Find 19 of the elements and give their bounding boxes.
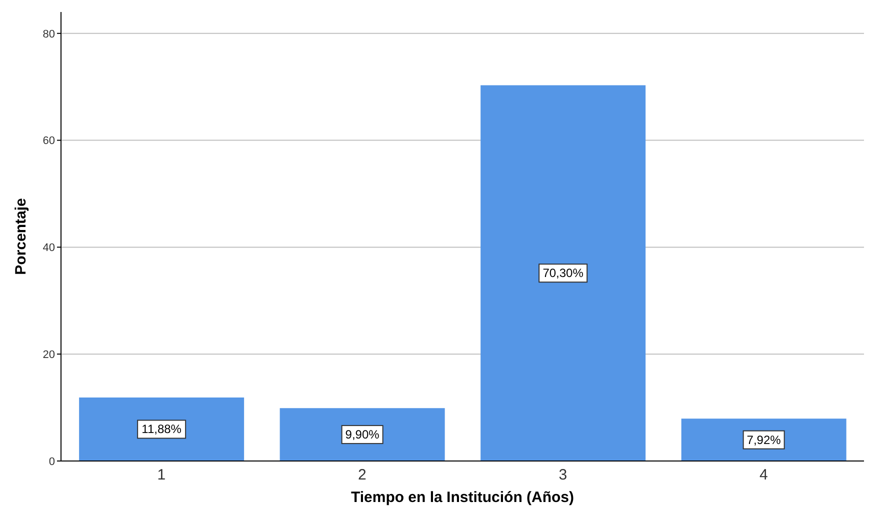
data-label: 11,88% — [142, 422, 182, 436]
data-label: 7,92% — [746, 432, 782, 447]
y-axis-title: Porcentaje — [12, 198, 30, 275]
x-tick-label: 3 — [558, 466, 568, 484]
y-tick-label: 40 — [42, 242, 55, 254]
y-tick-label: 80 — [42, 28, 55, 40]
y-tick-label: 0 — [48, 456, 55, 468]
y-tick-label: 60 — [42, 135, 55, 148]
y-tick-label: 20 — [42, 349, 55, 361]
bar — [280, 408, 445, 461]
bar — [480, 85, 646, 461]
bar — [79, 398, 244, 461]
bar — [681, 418, 846, 461]
x-tick-label: 2 — [358, 466, 366, 484]
data-label: 9,90% — [345, 428, 380, 442]
data-label: 70,30% — [542, 266, 584, 280]
x-tick-label: 1 — [157, 466, 166, 484]
x-axis-title: Tiempo en la Institución (Años) — [350, 489, 574, 506]
x-tick-label: 4 — [759, 466, 768, 484]
